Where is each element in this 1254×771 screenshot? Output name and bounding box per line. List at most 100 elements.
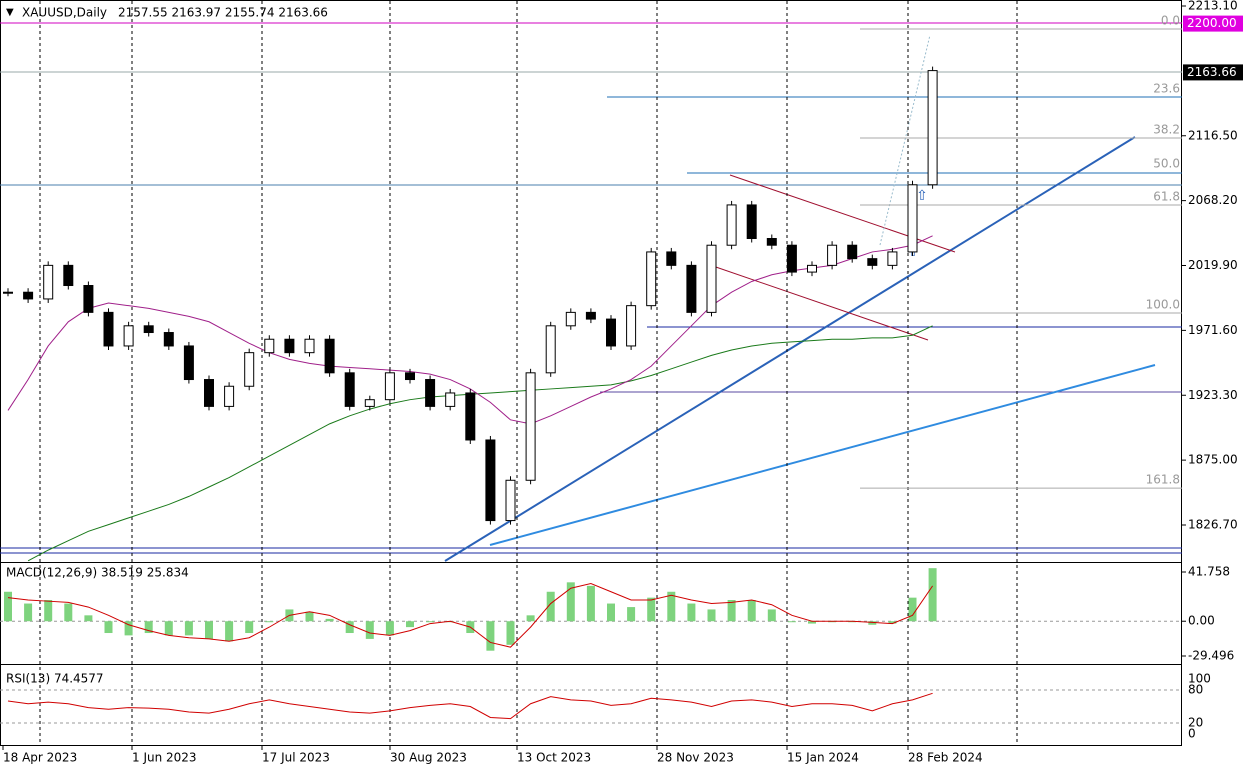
candle-body <box>364 399 375 407</box>
macd-bar <box>305 611 314 622</box>
candle-body <box>204 379 214 407</box>
header-arrow: ▼ <box>6 7 14 18</box>
candle-body <box>344 372 355 407</box>
price-label: 2116.50 <box>1188 128 1238 142</box>
macd-axis-label: -29.496 <box>1188 649 1234 663</box>
price-badge <box>1183 15 1243 32</box>
macd-bar <box>868 621 877 625</box>
candle-body <box>626 305 637 347</box>
date-label: 15 Jan 2024 <box>787 751 859 765</box>
candle-body <box>405 372 415 381</box>
price-label: 1875.00 <box>1188 453 1238 467</box>
candle-body <box>284 338 295 354</box>
ma-fast <box>7 235 933 425</box>
date-label: 13 Oct 2023 <box>517 751 591 765</box>
candle-body <box>445 392 456 407</box>
candle-body <box>927 70 938 186</box>
date-label: 28 Nov 2023 <box>657 751 734 765</box>
macd-bar <box>888 621 897 624</box>
macd-bar <box>526 615 535 622</box>
price-label: 1923.30 <box>1188 388 1238 402</box>
macd-bar <box>64 603 73 622</box>
candle-body <box>545 325 556 374</box>
candle-body <box>83 285 94 313</box>
candle-body <box>485 439 496 522</box>
rsi-line <box>7 692 933 720</box>
macd-bar <box>687 603 696 622</box>
macd-bar <box>747 600 756 622</box>
macd-bar <box>767 609 776 622</box>
macd-bar <box>345 621 354 634</box>
macd-bar <box>164 621 173 636</box>
fib-label: 23.6 <box>1153 81 1180 95</box>
candle-body <box>324 338 335 374</box>
macd-bar <box>4 591 12 622</box>
candle-body <box>606 318 616 347</box>
candle-body <box>465 392 476 441</box>
macd-bar <box>426 621 435 623</box>
macd-signal <box>7 582 934 648</box>
price-label: 1971.60 <box>1188 323 1238 337</box>
macd-bar <box>727 600 736 622</box>
ohlc: 2157.55 2163.97 2155.74 2163.66 <box>118 6 328 20</box>
candle-body <box>907 184 918 253</box>
candle-body <box>3 291 13 294</box>
fib-label: 161.8 <box>1146 473 1180 487</box>
macd-bar <box>808 621 816 624</box>
date-label: 1 Jun 2023 <box>132 751 197 765</box>
macd-bar <box>385 621 394 636</box>
fib-label: 38.2 <box>1153 123 1180 137</box>
macd-bar <box>365 621 374 639</box>
candle-body <box>686 264 697 313</box>
candle-body <box>706 244 717 313</box>
candle-body <box>646 251 657 307</box>
candle-body <box>244 352 255 387</box>
date-label: 28 Feb 2024 <box>908 751 983 765</box>
macd-bar <box>265 621 274 623</box>
candle-body <box>766 238 777 246</box>
macd-bar <box>486 621 495 651</box>
candle-body <box>786 244 797 273</box>
candle-body <box>505 479 516 522</box>
macd-bar <box>667 591 676 622</box>
candle-body <box>887 251 898 266</box>
rsi-axis-label: 20 <box>1188 716 1203 730</box>
candle-body <box>726 204 737 246</box>
price-badge-label: 2163.66 <box>1187 65 1237 79</box>
candle-body <box>163 332 174 347</box>
candle-body <box>304 338 315 354</box>
macd-bar <box>607 603 615 622</box>
arrow-icon: ⇧ <box>916 188 928 204</box>
macd-bar <box>144 621 153 634</box>
macd-bar <box>627 607 636 622</box>
macd-bar <box>24 603 33 622</box>
candle-body <box>867 258 878 266</box>
fib-label: 50.0 <box>1153 157 1180 171</box>
fib-label: 61.8 <box>1153 190 1180 204</box>
candle-body <box>847 244 858 260</box>
candle-body <box>585 311 596 320</box>
macd-bar <box>787 621 796 623</box>
ma-slow <box>27 325 933 562</box>
price-label: 2019.90 <box>1188 258 1238 272</box>
macd-bar <box>205 621 213 639</box>
macd-bar <box>908 597 917 622</box>
date-label: 18 Apr 2023 <box>3 751 77 765</box>
rsi-axis-label: 0 <box>1188 727 1196 741</box>
candle-body <box>224 385 235 407</box>
rsi-label: RSI(13) 74.4577 <box>6 672 104 686</box>
candle-body <box>264 338 275 354</box>
candle-body <box>103 311 114 347</box>
frame <box>0 0 1182 746</box>
trendline <box>489 364 1156 546</box>
macd-bar <box>707 609 716 622</box>
macd-bar <box>184 621 193 636</box>
fib-label: 100.0 <box>1146 298 1180 312</box>
price-label: 1826.70 <box>1188 518 1238 532</box>
candle-body <box>183 345 194 381</box>
date-label: 30 Aug 2023 <box>390 751 467 765</box>
candle-body <box>43 264 54 300</box>
macd-axis-label: 0.00 <box>1188 614 1215 628</box>
candle-body <box>123 325 134 347</box>
